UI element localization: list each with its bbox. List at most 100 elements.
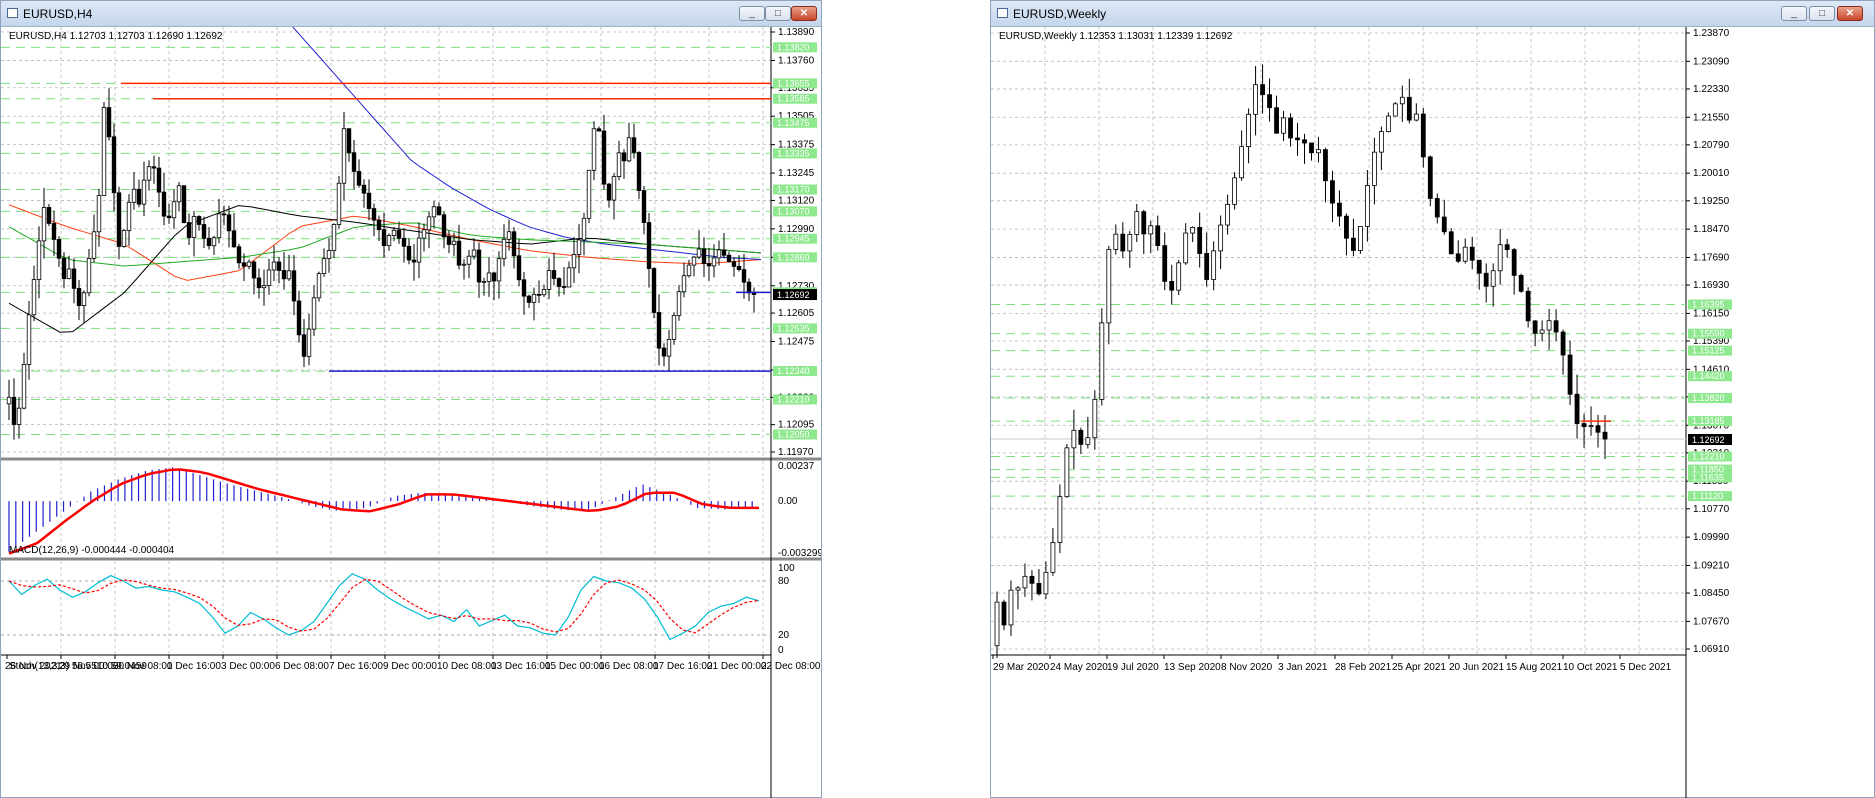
level-price-label: 1.13585 bbox=[777, 94, 810, 104]
candle-body bbox=[566, 267, 572, 288]
candle-body bbox=[401, 237, 407, 247]
candle-body bbox=[696, 248, 702, 258]
candle-body bbox=[371, 208, 377, 221]
window-title: EURUSD,H4 bbox=[23, 7, 93, 21]
level-price-tag bbox=[773, 323, 817, 334]
level-price-label: 1.13475 bbox=[777, 118, 810, 128]
candle-body bbox=[101, 107, 107, 196]
chart-window-h4[interactable]: EURUSD,H4 _ □ ✕ 1.138901.137601.136351.1… bbox=[0, 0, 822, 798]
stoch-main-line bbox=[8, 573, 760, 641]
candle-body bbox=[1036, 582, 1042, 595]
candle-body bbox=[1281, 117, 1286, 134]
candle-body bbox=[1378, 131, 1384, 153]
level-price-label: 1.13185 bbox=[1692, 416, 1725, 426]
price-axis-label: 1.23090 bbox=[1693, 56, 1730, 67]
candle-body bbox=[1113, 233, 1119, 250]
price-axis-label: 1.13375 bbox=[778, 140, 815, 151]
candle-body bbox=[141, 179, 147, 205]
price-axis-label: 1.20790 bbox=[1693, 140, 1730, 151]
candle-body bbox=[76, 287, 82, 306]
candle-body bbox=[1413, 113, 1419, 121]
level-price-label: 1.13820 bbox=[777, 42, 810, 52]
stoch-axis-label: 0 bbox=[778, 645, 784, 656]
candle-body bbox=[106, 107, 112, 138]
candle-body bbox=[81, 292, 87, 306]
level-price-label: 1.12945 bbox=[777, 234, 810, 244]
candle-body bbox=[416, 237, 422, 263]
price-axis-label: 1.12095 bbox=[778, 420, 815, 431]
candle-body bbox=[206, 237, 212, 247]
candle-body bbox=[186, 222, 192, 238]
level-price-label: 1.15590 bbox=[1692, 329, 1725, 339]
weekly-chart-canvas[interactable]: 1.23870 1.23090 1.22330 1.21550 1.20790 1.200… bbox=[991, 27, 1874, 798]
title-bar[interactable]: EURUSD,H4 _ □ ✕ bbox=[1, 1, 821, 27]
candle-body bbox=[66, 268, 72, 279]
candle-body bbox=[1169, 280, 1175, 291]
candle-body bbox=[551, 270, 557, 279]
candle-body bbox=[1399, 96, 1405, 105]
maximize-button[interactable]: □ bbox=[1809, 6, 1835, 21]
candle-body bbox=[516, 255, 522, 281]
time-axis-label: 3 Dec 00:00 bbox=[221, 661, 275, 672]
candle-body bbox=[521, 279, 527, 297]
title-bar[interactable]: EURUSD,Weekly _ □ ✕ bbox=[991, 1, 1874, 27]
candle-body bbox=[1232, 177, 1238, 205]
candle-body bbox=[391, 229, 397, 236]
candle-body bbox=[96, 195, 102, 233]
candle-body bbox=[1148, 225, 1154, 235]
price-axis-label: 1.18470 bbox=[1693, 224, 1730, 235]
candle-body bbox=[1392, 103, 1398, 117]
candle-body bbox=[1099, 322, 1105, 400]
candle-body bbox=[726, 254, 732, 263]
candle-body bbox=[136, 188, 142, 205]
price-axis-label: 1.09990 bbox=[1693, 532, 1730, 543]
minimize-button[interactable]: _ bbox=[739, 6, 765, 21]
maximize-button[interactable]: □ bbox=[765, 6, 791, 21]
candle-body bbox=[301, 334, 307, 357]
stoch-axis-label: 20 bbox=[778, 630, 790, 641]
minimize-button[interactable]: _ bbox=[1781, 6, 1807, 21]
candle-body bbox=[1155, 225, 1161, 246]
candle-body bbox=[641, 190, 647, 223]
level-price-tag bbox=[773, 233, 817, 244]
candle-body bbox=[1197, 227, 1203, 254]
candle-body bbox=[1267, 94, 1272, 109]
time-axis-label: 28 Feb 2021 bbox=[1335, 662, 1392, 673]
level-price-tag bbox=[773, 148, 817, 159]
candle-body bbox=[131, 188, 137, 203]
time-axis-label: 30 Nov 08:00 bbox=[113, 661, 173, 672]
time-axis-label: 25 Apr 2021 bbox=[1392, 662, 1446, 673]
price-axis-label: 1.13760 bbox=[778, 55, 815, 66]
time-axis-label: 22 Dec 08:00 bbox=[761, 661, 821, 672]
candle-body bbox=[36, 240, 42, 280]
price-axis-label: 1.21550 bbox=[1693, 112, 1730, 123]
close-button[interactable]: ✕ bbox=[791, 6, 817, 21]
level-price-label: 1.11635 bbox=[1692, 472, 1724, 482]
candle-body bbox=[16, 407, 22, 425]
candle-body bbox=[251, 261, 257, 279]
candle-body bbox=[681, 275, 687, 293]
candle-body bbox=[511, 231, 517, 257]
price-axis-label: 1.07670 bbox=[1693, 616, 1730, 627]
chart-window-weekly[interactable]: EURUSD,Weekly _ □ ✕ 1.23870 1.23090 1.2233… bbox=[990, 0, 1875, 798]
price-axis-label: 1.12475 bbox=[778, 337, 815, 348]
level-price-tag bbox=[773, 184, 817, 195]
candle-body bbox=[1504, 244, 1510, 250]
candle-body bbox=[1427, 156, 1433, 199]
h4-chart-canvas[interactable]: 1.138901.137601.136351.135051.133751.132… bbox=[1, 27, 821, 798]
candle-body bbox=[396, 229, 402, 239]
time-axis-label: 20 Jun 2021 bbox=[1449, 662, 1504, 673]
candle-body bbox=[561, 286, 567, 288]
level-price-tag bbox=[1688, 464, 1732, 475]
price-axis-label: 1.14610 bbox=[1693, 364, 1730, 375]
time-axis-label: 1 Dec 16:00 bbox=[167, 661, 221, 672]
close-button[interactable]: ✕ bbox=[1837, 6, 1863, 21]
macd-axis-label: 0.00237 bbox=[778, 461, 815, 472]
candle-body bbox=[291, 270, 297, 302]
time-axis-label: 13 Dec 16:00 bbox=[491, 661, 551, 672]
price-axis-label: 1.09210 bbox=[1693, 560, 1730, 571]
time-axis-label: 8 Nov 2020 bbox=[1221, 662, 1273, 673]
level-price-tag bbox=[773, 78, 817, 89]
candle-body bbox=[536, 293, 542, 296]
macd-signal-line bbox=[8, 468, 759, 555]
